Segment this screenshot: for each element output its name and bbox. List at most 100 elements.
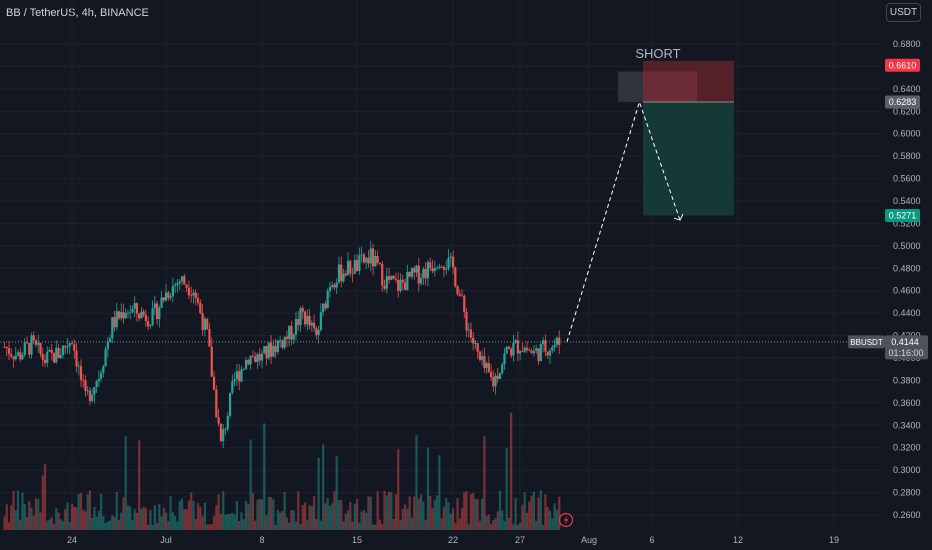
x-tick-label: 8 bbox=[259, 535, 264, 545]
volume-bar bbox=[249, 439, 252, 530]
candle-body bbox=[240, 369, 243, 382]
volume-bar bbox=[104, 522, 107, 530]
candle-body bbox=[270, 342, 273, 357]
candle-body bbox=[408, 271, 411, 277]
volume-bar bbox=[281, 511, 284, 530]
volume-bar bbox=[530, 495, 533, 530]
candle-body bbox=[265, 346, 268, 359]
volume-bar bbox=[449, 513, 452, 530]
candle-body bbox=[498, 372, 502, 379]
volume-bar bbox=[498, 490, 502, 530]
candle-body bbox=[115, 311, 118, 328]
candle-body bbox=[153, 303, 156, 309]
volume-bar bbox=[474, 498, 477, 530]
candle-body bbox=[247, 360, 250, 365]
y-tick-label: 0.3000 bbox=[893, 465, 921, 475]
candle-body bbox=[59, 355, 62, 358]
volume-bar bbox=[190, 492, 193, 530]
volume-bar bbox=[129, 506, 132, 530]
candle-body bbox=[528, 350, 531, 351]
volume-bar bbox=[254, 520, 257, 530]
y-tick-label: 0.2800 bbox=[893, 488, 921, 498]
volume-bar bbox=[378, 519, 382, 530]
volume-bar bbox=[28, 501, 31, 530]
candle-body bbox=[190, 295, 193, 297]
volume-bar bbox=[410, 517, 414, 530]
y-tick-label: 0.6000 bbox=[893, 129, 921, 139]
candle-body bbox=[478, 351, 481, 360]
volume-bar bbox=[270, 496, 273, 530]
candle-body bbox=[82, 379, 85, 381]
candle-body bbox=[254, 356, 257, 362]
candle-body bbox=[263, 346, 266, 354]
volume-bar bbox=[155, 522, 159, 530]
candle-body bbox=[424, 268, 427, 279]
volume-bar bbox=[415, 435, 418, 530]
candle-body bbox=[93, 387, 96, 395]
volume-bar bbox=[52, 524, 56, 530]
volume-bar bbox=[469, 493, 473, 530]
volume-bar bbox=[171, 512, 174, 530]
volume-bar bbox=[219, 513, 223, 530]
volume-bar bbox=[265, 515, 268, 530]
candle-body bbox=[192, 292, 195, 296]
volume-bar bbox=[344, 513, 347, 530]
candle-body bbox=[167, 292, 170, 298]
volume-bar bbox=[187, 500, 190, 530]
lightning-icon[interactable] bbox=[558, 512, 574, 528]
candle-body bbox=[171, 285, 174, 297]
candle-body bbox=[222, 429, 225, 442]
candle-body bbox=[242, 369, 245, 370]
volume-bar bbox=[299, 524, 302, 530]
candle-body bbox=[353, 260, 356, 274]
candle-body bbox=[12, 356, 15, 360]
volume-bar bbox=[551, 518, 554, 530]
candle-body bbox=[30, 335, 33, 355]
candle-body bbox=[516, 340, 519, 354]
bar-countdown: 01:16:00 bbox=[888, 348, 923, 358]
candle-body bbox=[494, 375, 497, 387]
volume-bar bbox=[542, 524, 545, 530]
volume-bar bbox=[95, 516, 98, 530]
short-position-tool[interactable]: SHORT bbox=[618, 46, 734, 216]
candle-body bbox=[66, 346, 69, 348]
candle-body bbox=[68, 343, 71, 347]
volume-bar bbox=[346, 510, 350, 530]
candle-body bbox=[160, 297, 163, 308]
candle-body bbox=[551, 347, 554, 351]
volume-bar bbox=[310, 506, 313, 530]
candle-body bbox=[228, 392, 232, 416]
time-axis[interactable]: 24 Jul 8 15 22 27 Aug 6 12 19 bbox=[67, 535, 839, 545]
volume-bar bbox=[401, 508, 404, 530]
price-axis[interactable]: 0.68000.66000.64000.62000.60000.58000.56… bbox=[893, 39, 921, 520]
candle-body bbox=[530, 350, 533, 354]
candle-body bbox=[196, 298, 200, 303]
candle-body bbox=[212, 376, 216, 390]
volume-bar bbox=[403, 504, 407, 530]
volume-bar bbox=[93, 506, 96, 530]
volume-bar bbox=[501, 510, 504, 530]
candle-body bbox=[456, 286, 459, 295]
candle-body bbox=[510, 348, 513, 356]
candle-body bbox=[201, 313, 204, 331]
candle-body bbox=[539, 343, 542, 362]
candles bbox=[3, 240, 561, 449]
candle-body bbox=[383, 285, 386, 289]
candle-body bbox=[48, 349, 51, 352]
candle-body bbox=[129, 312, 132, 314]
candle-body bbox=[70, 343, 74, 345]
volume-bar bbox=[70, 503, 74, 530]
volume-bar bbox=[431, 508, 434, 530]
y-tick-label: 0.6800 bbox=[893, 39, 921, 49]
currency-button[interactable]: USDT bbox=[886, 3, 921, 22]
candle-body bbox=[397, 280, 400, 292]
candle-body bbox=[483, 356, 486, 368]
volume-bar bbox=[315, 518, 318, 530]
candle-body bbox=[55, 347, 58, 363]
candle-body bbox=[303, 311, 307, 325]
volume-bar bbox=[10, 505, 13, 530]
volume-bar bbox=[371, 524, 375, 530]
svg-text:0.6283: 0.6283 bbox=[889, 97, 917, 107]
volume-bar bbox=[142, 506, 145, 530]
